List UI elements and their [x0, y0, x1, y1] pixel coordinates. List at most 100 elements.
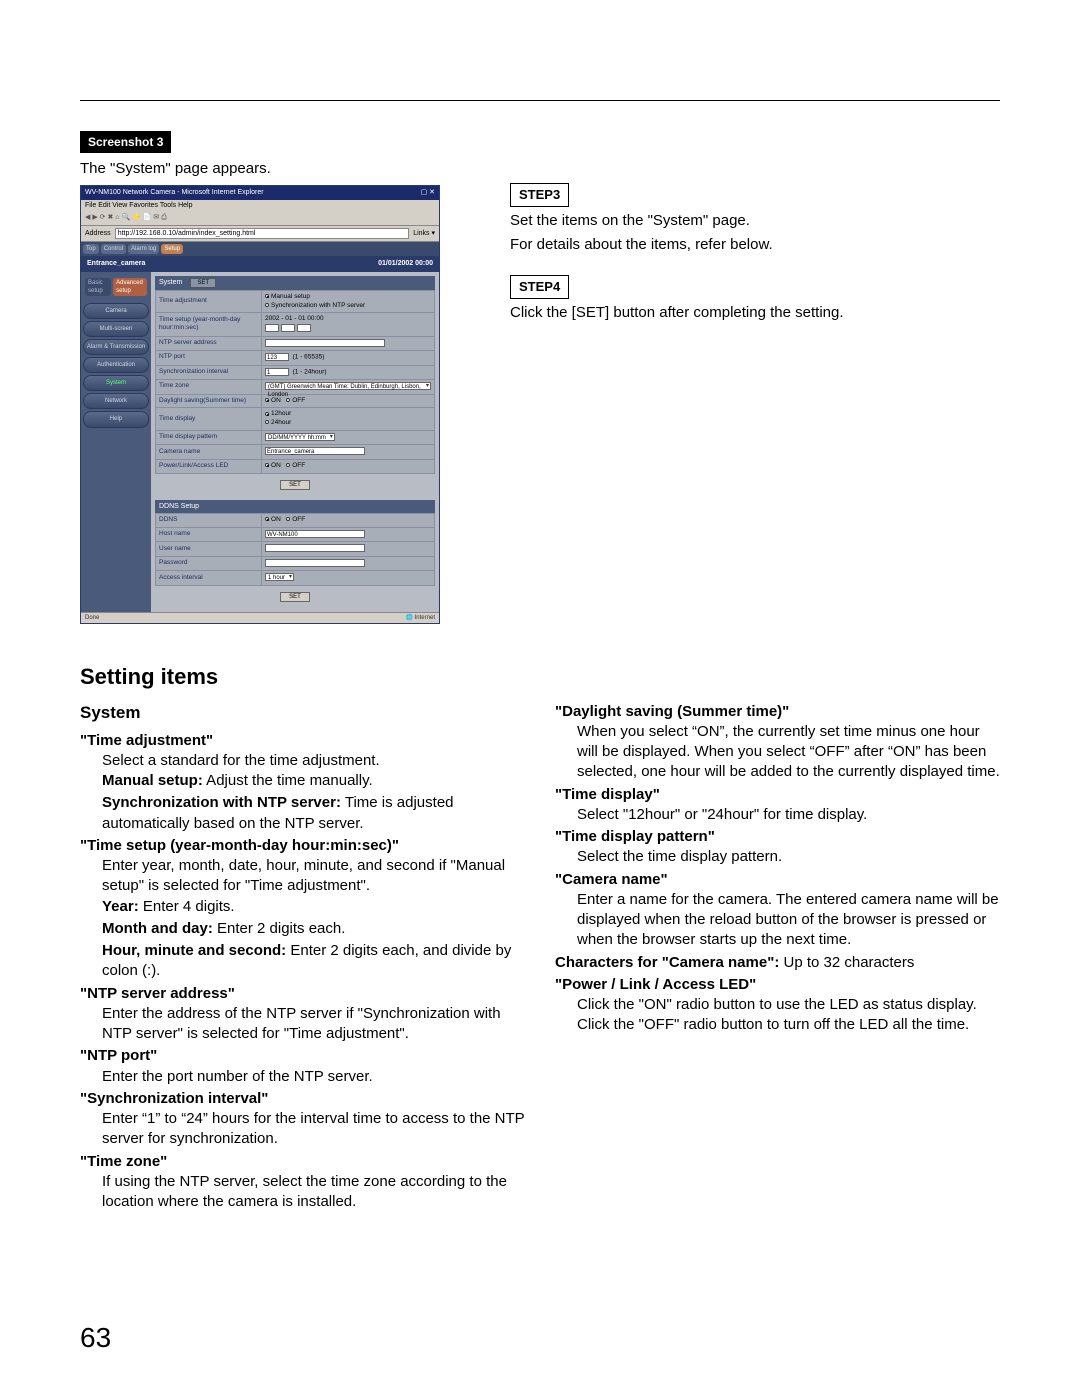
item-body: If using the NTP server, select the time…	[80, 1172, 525, 1213]
item-title: "NTP port"	[80, 1046, 525, 1066]
row-label: Host name	[156, 527, 262, 541]
toolbar-icons: ◀ ▶ ⟳ ✖ ⌂ 🔍 ⭐ 📄 ✉ ⎙	[85, 214, 167, 221]
status-right: 🌐 Internet	[406, 614, 436, 622]
row-label: DDNS	[156, 514, 262, 528]
row-value: 12hour24hour	[262, 408, 435, 431]
step3-line1: Set the items on the "System" page.	[510, 211, 1000, 231]
setting-item: "Camera name"Enter a name for the camera…	[555, 870, 1000, 951]
left-column: System "Time adjustment"Select a standar…	[80, 702, 525, 1215]
row-value	[262, 556, 435, 570]
top-tab-alarm-log[interactable]: Alarm log	[128, 244, 159, 254]
top-tab-setup[interactable]: Setup	[161, 244, 183, 254]
row-value: ON OFF	[262, 514, 435, 528]
setting-item: "NTP port"Enter the port number of the N…	[80, 1046, 525, 1087]
row-label: Time display pattern	[156, 430, 262, 444]
browser-toolbar: ◀ ▶ ⟳ ✖ ⌂ 🔍 ⭐ 📄 ✉ ⎙	[81, 211, 439, 225]
row-label: Password	[156, 556, 262, 570]
page-number: 63	[80, 1319, 111, 1357]
sidebar: Basic setupAdvanced setup Camera Multi-sc…	[81, 272, 151, 612]
step3-label: STEP3	[510, 183, 569, 207]
setting-item: "Synchronization interval"Enter “1” to “…	[80, 1089, 525, 1150]
row-value	[262, 336, 435, 350]
embedded-screenshot: WV-NM100 Network Camera - Microsoft Inte…	[80, 185, 440, 624]
item-title: "Time display"	[555, 785, 1000, 805]
address-label: Address	[85, 229, 111, 238]
links-label: Links ▾	[413, 229, 435, 238]
row-label: Time adjustment	[156, 290, 262, 313]
item-body: Enter the port number of the NTP server.	[80, 1067, 525, 1087]
row-value: 2002 - 01 - 01 00:00	[262, 313, 435, 336]
sidebar-btn-camera[interactable]: Camera	[83, 303, 149, 319]
row-label: Time setup (year-month-day hour:min:sec)	[156, 313, 262, 336]
item-title: "Time adjustment"	[80, 731, 525, 751]
browser-title: WV-NM100 Network Camera - Microsoft Inte…	[85, 188, 264, 197]
screenshot-caption: The "System" page appears.	[80, 159, 450, 179]
item-body: Click the "OFF" radio button to turn off…	[555, 1015, 1000, 1035]
set-button-2[interactable]: SET	[280, 592, 310, 602]
row-value: (GMT) Greenwich Mean Time: Dublin, Edinb…	[262, 380, 435, 394]
system-heading: System	[80, 702, 525, 725]
setting-items-heading: Setting items	[80, 662, 1000, 692]
row-value: 1 (1 - 24hour)	[262, 365, 435, 379]
setting-item: "Daylight saving (Summer time)"When you …	[555, 702, 1000, 783]
top-tab-control[interactable]: Control	[101, 244, 126, 254]
sub-tabs: Basic setupAdvanced setup	[83, 276, 149, 300]
screenshot-badge: Screenshot 3	[80, 131, 171, 153]
top-tabs: TopControlAlarm logSetup	[81, 242, 439, 256]
row-value: Entrance_camera	[262, 445, 435, 459]
sidebar-btn-system[interactable]: System	[83, 375, 149, 391]
setting-item: "Time adjustment"Select a standard for t…	[80, 731, 525, 834]
item-body: Enter a name for the camera. The entered…	[555, 890, 1000, 951]
sidebar-btn-help[interactable]: Help	[83, 411, 149, 427]
browser-addressbar: Address http://192.168.0.10/admin/index_…	[81, 226, 439, 242]
row-value	[262, 542, 435, 556]
address-input[interactable]: http://192.168.0.10/admin/index_setting.…	[115, 228, 410, 239]
row-value: 1 hour	[262, 571, 435, 585]
item-title: "Time display pattern"	[555, 827, 1000, 847]
top-tab-top[interactable]: Top	[83, 244, 99, 254]
row-value: WV-NM100	[262, 527, 435, 541]
setting-item: "NTP server address"Enter the address of…	[80, 984, 525, 1045]
item-sub: Month and day: Enter 2 digits each.	[80, 919, 525, 939]
sidebar-btn-multi-screen[interactable]: Multi-screen	[83, 321, 149, 337]
row-value: Manual setupSynchronization with NTP ser…	[262, 290, 435, 313]
panel-head-set[interactable]: SET	[190, 278, 216, 288]
setting-item: "Time display"Select "12hour" or "24hour…	[555, 785, 1000, 826]
browser-statusbar: Done 🌐 Internet	[81, 612, 439, 623]
sidebar-btn-authentication[interactable]: Authentication	[83, 357, 149, 373]
item-body: Select the time display pattern.	[555, 847, 1000, 867]
ddns-table: DDNSON OFFHost nameWV-NM100User namePass…	[155, 513, 435, 586]
row-value: DD/MM/YYYY hh:mm	[262, 430, 435, 444]
panel-head-label: System	[159, 278, 182, 287]
window-controls-icon: ▢ ✕	[421, 188, 435, 197]
row-label: Time zone	[156, 380, 262, 394]
item-sub: Hour, minute and second: Enter 2 digits …	[80, 941, 525, 982]
setting-item: "Power / Link / Access LED"Click the "ON…	[555, 975, 1000, 1036]
status-left: Done	[85, 614, 99, 622]
sub-tab-basic-setup[interactable]: Basic setup	[85, 278, 111, 296]
item-body: Select a standard for the time adjustmen…	[80, 751, 525, 771]
step4-line1: Click the [SET] button after completing …	[510, 303, 1000, 323]
row-label: Access interval	[156, 571, 262, 585]
row-label: NTP port	[156, 351, 262, 365]
browser-menubar: File Edit View Favorites Tools Help	[81, 200, 439, 211]
camera-header-title: Entrance_camera	[87, 259, 145, 268]
item-title: "NTP server address"	[80, 984, 525, 1004]
sidebar-btn-network[interactable]: Network	[83, 393, 149, 409]
top-rule	[80, 100, 1000, 101]
panel-head-ddns: DDNS Setup	[155, 500, 435, 513]
status-right-text: Internet	[415, 615, 435, 621]
main-panel: System SET Time adjustmentManual setupSy…	[151, 272, 439, 612]
row-label: NTP server address	[156, 336, 262, 350]
item-body: Enter “1” to “24” hours for the interval…	[80, 1109, 525, 1150]
item-sub: Manual setup: Adjust the time manually.	[80, 771, 525, 791]
sidebar-btn-alarm-transmission[interactable]: Alarm & Transmission	[83, 339, 149, 355]
sub-tab-advanced-setup[interactable]: Advanced setup	[113, 278, 147, 296]
item-sub: Year: Enter 4 digits.	[80, 897, 525, 917]
set-button[interactable]: SET	[280, 480, 310, 490]
item-body: Enter the address of the NTP server if "…	[80, 1004, 525, 1045]
item-title: "Daylight saving (Summer time)"	[555, 702, 1000, 722]
camera-header: Entrance_camera 01/01/2002 00:00	[81, 256, 439, 271]
system-table: Time adjustmentManual setupSynchronizati…	[155, 290, 435, 474]
item-title: Characters for "Camera name": Up to 32 c…	[555, 953, 1000, 973]
